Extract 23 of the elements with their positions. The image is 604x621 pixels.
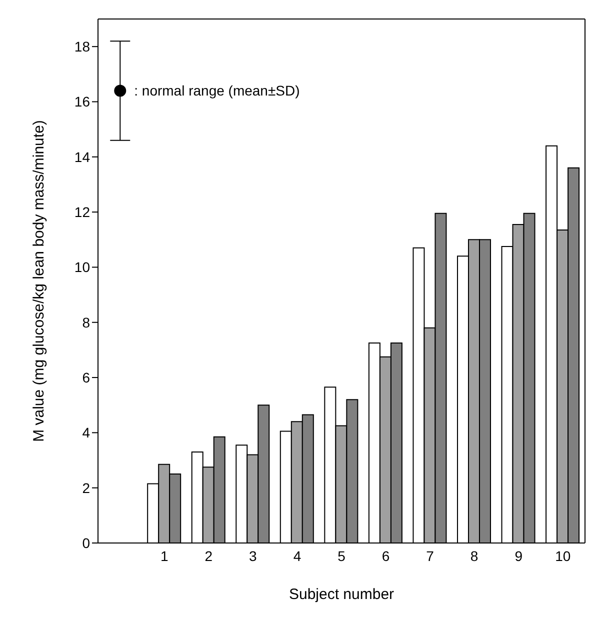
y-tick-label: 10 — [74, 259, 90, 276]
y-tick-label: 6 — [82, 369, 90, 386]
y-tick-label: 14 — [74, 148, 90, 165]
y-tick-label: 16 — [74, 94, 90, 110]
x-tick-label: 2 — [204, 548, 213, 564]
annotation: : normal range (mean±SD) — [134, 82, 300, 99]
x-tick-label: 10 — [555, 548, 571, 564]
y-tick-label: 18 — [74, 38, 90, 55]
x-axis-title: Subject number — [288, 586, 394, 603]
x-tick-label: 7 — [426, 548, 434, 564]
y-tick-label: 2 — [82, 480, 90, 496]
y-tick-label: 8 — [82, 314, 90, 330]
x-tick-label: 4 — [293, 548, 302, 564]
y-tick-label: 4 — [82, 424, 90, 441]
x-tick-label: 1 — [160, 548, 169, 564]
x-tick-label: 3 — [249, 548, 258, 564]
x-tick-label: 8 — [470, 548, 478, 564]
y-tick-label: 12 — [74, 204, 90, 220]
y-axis-title: M value (mg glucose/kg lean body mass/minute) — [30, 120, 48, 442]
x-tick-label: 9 — [514, 548, 523, 564]
x-tick-label: 5 — [338, 548, 346, 564]
x-tick-label: 6 — [382, 548, 390, 564]
y-tick-label: 0 — [82, 534, 90, 551]
